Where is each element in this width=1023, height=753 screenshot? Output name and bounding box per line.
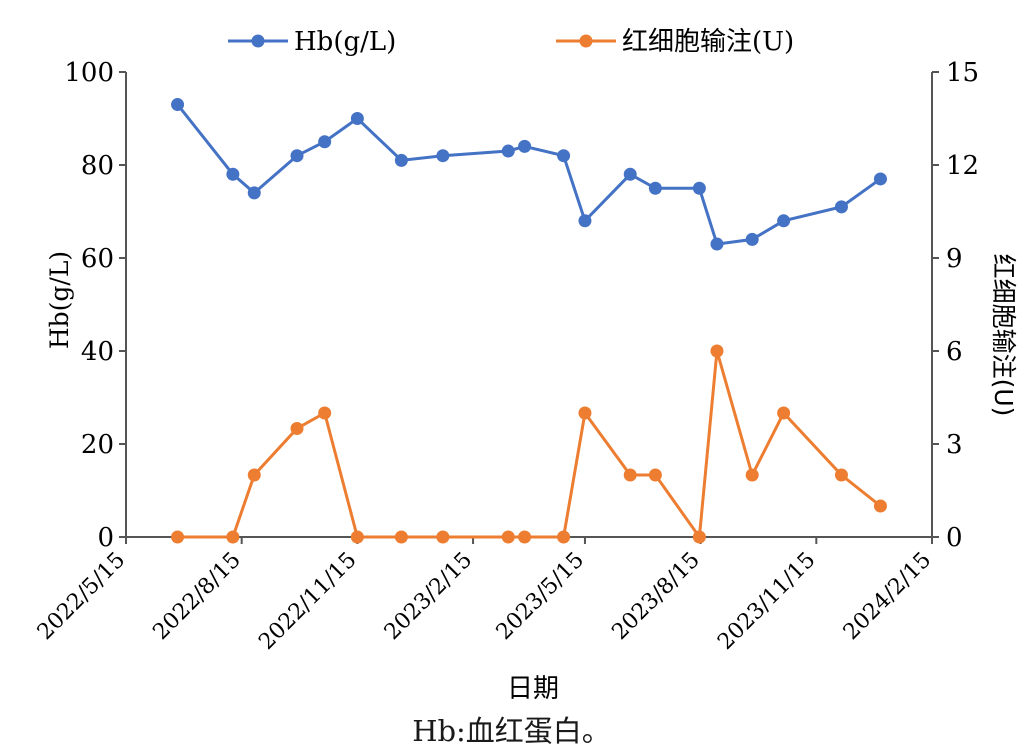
x-tick-label: 2023/8/15	[607, 548, 704, 645]
data-point-series-1	[518, 139, 532, 153]
data-point-series-2	[501, 530, 515, 544]
data-point-series-1	[692, 181, 706, 195]
legend-label-1: Hb(g/L)	[294, 27, 396, 57]
data-point-series-2	[226, 530, 240, 544]
data-point-series-1	[578, 214, 592, 228]
x-tick-label: 2023/5/15	[492, 548, 589, 645]
data-point-series-2	[623, 468, 637, 482]
y-right-tick-label: 0	[946, 523, 963, 553]
data-point-series-2	[557, 530, 571, 544]
x-tick-label: 2022/8/15	[148, 548, 245, 645]
data-point-series-1	[710, 237, 724, 251]
legend-marker-1	[251, 34, 265, 48]
data-point-series-2	[710, 344, 724, 358]
data-point-series-1	[394, 153, 408, 167]
y-right-tick-label: 15	[946, 58, 979, 88]
legend-marker-2	[579, 34, 593, 48]
data-point-series-1	[436, 149, 450, 163]
data-point-series-2	[648, 468, 662, 482]
data-point-series-1	[623, 167, 637, 181]
y-right-tick-label: 3	[946, 430, 963, 460]
x-axis-title: 日期	[507, 674, 559, 704]
data-point-series-2	[318, 406, 332, 420]
data-point-series-1	[501, 144, 515, 158]
y-left-tick-label: 20	[81, 430, 114, 460]
data-point-series-2	[578, 406, 592, 420]
y-axis-title-left: Hb(g/L)	[45, 251, 74, 349]
y-left-tick-label: 80	[81, 151, 114, 181]
data-point-series-1	[318, 135, 332, 149]
data-point-series-2	[692, 530, 706, 544]
x-tick-label: 2024/2/15	[839, 548, 936, 645]
chart-points	[171, 98, 887, 544]
x-tick-label: 2022/11/15	[254, 548, 361, 655]
data-point-series-1	[171, 98, 185, 112]
data-point-series-2	[777, 406, 791, 420]
data-point-series-1	[745, 232, 759, 246]
data-point-series-2	[436, 530, 450, 544]
data-point-series-2	[171, 530, 185, 544]
data-point-series-2	[394, 530, 408, 544]
data-point-series-2	[834, 468, 848, 482]
figure-caption: Hb:血红蛋白。	[412, 714, 611, 748]
x-tick-label: 2023/2/15	[380, 548, 477, 645]
y-axis-title-right: 红细胞输注(U)	[989, 254, 1018, 417]
y-left-tick-label: 40	[81, 337, 114, 367]
data-point-series-1	[226, 167, 240, 181]
x-tick-label: 2022/5/15	[33, 548, 130, 645]
legend-label-2: 红细胞输注(U)	[622, 27, 794, 57]
data-point-series-2	[350, 530, 364, 544]
chart-legend: Hb(g/L) 红细胞输注(U)	[228, 27, 794, 57]
data-point-series-1	[247, 186, 261, 200]
data-point-series-2	[518, 530, 532, 544]
data-point-series-1	[350, 112, 364, 125]
series-line-1	[176, 103, 882, 246]
data-point-series-1	[834, 200, 848, 214]
data-point-series-2	[745, 468, 759, 482]
y-right-tick-label: 12	[946, 151, 979, 181]
data-point-series-2	[873, 499, 887, 513]
chart-lines	[176, 103, 882, 542]
data-point-series-1	[777, 214, 791, 228]
series-line-2	[177, 350, 882, 542]
y-left-tick-label: 100	[64, 58, 114, 88]
y-left-tick-label: 0	[97, 523, 114, 553]
data-point-series-2	[247, 468, 261, 482]
data-point-series-1	[648, 181, 662, 195]
y-right-tick-label: 9	[946, 244, 963, 274]
data-point-series-1	[873, 172, 887, 186]
data-point-series-1	[290, 149, 304, 163]
data-point-series-1	[557, 149, 571, 163]
x-tick-label: 2023/11/15	[713, 548, 820, 655]
data-point-series-2	[290, 422, 304, 435]
y-right-tick-label: 6	[946, 337, 963, 367]
y-left-tick-label: 60	[81, 244, 114, 274]
